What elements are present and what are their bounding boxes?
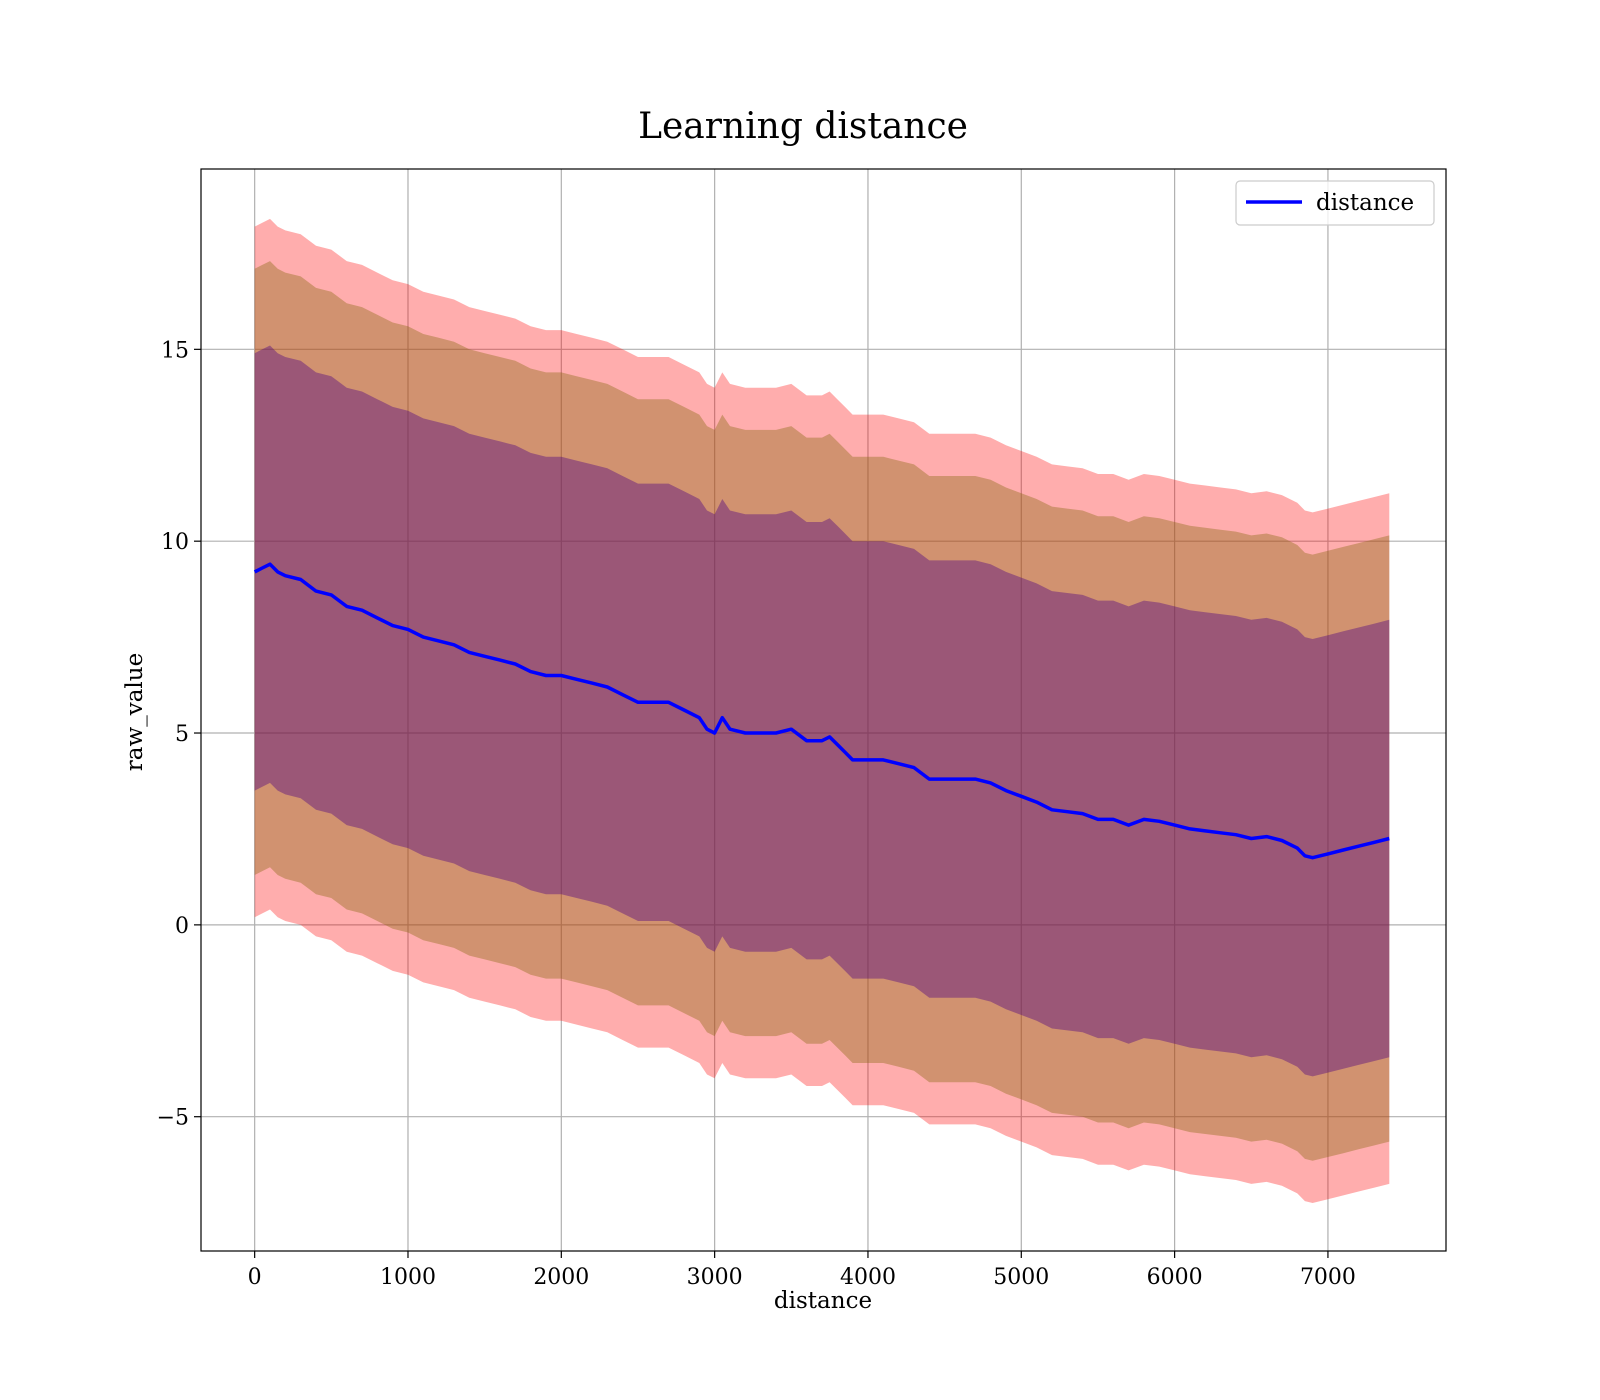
legend-box [1235,180,1435,226]
y-axis-ticks: −5 0 5 10 15 [157,338,201,1131]
y-tick-label: 10 [161,530,189,555]
y-tick-label: 15 [161,338,189,363]
legend: distance [1235,180,1435,226]
band-inner [254,345,1390,1077]
x-tick-label: 5000 [993,1265,1049,1290]
y-tick-label: 0 [175,914,189,939]
band-middle [254,261,1390,1161]
x-axis-label: distance [774,1288,872,1314]
x-tick-label: 0 [248,1265,262,1290]
x-tick-label: 2000 [533,1265,589,1290]
x-axis-ticks: 0 1000 2000 3000 4000 5000 6000 7000 [248,1251,1356,1290]
x-tick-label: 6000 [1147,1265,1203,1290]
distance-line [253,562,1390,860]
y-tick-label: 5 [175,722,189,747]
x-tick-label: 1000 [380,1265,436,1290]
band-outer [254,218,1390,1203]
legend-entry-label: distance [1316,190,1414,216]
grid [201,169,1446,1251]
y-axis-label: raw_value [122,653,148,771]
confidence-bands [254,218,1390,1203]
x-tick-label: 4000 [840,1265,896,1290]
plot-frame [200,168,1447,1252]
y-tick-label: −5 [157,1106,189,1131]
chart-title: Learning distance [638,106,968,147]
x-tick-label: 7000 [1300,1265,1356,1290]
line-series [253,562,1390,860]
x-tick-label: 3000 [687,1265,743,1290]
